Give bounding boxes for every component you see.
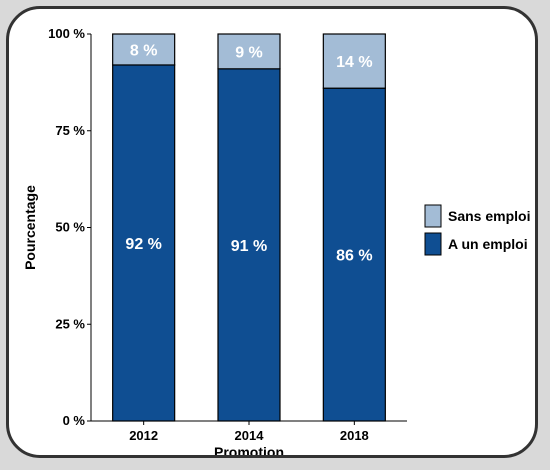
x-tick-label: 2012 bbox=[129, 428, 158, 443]
bar-segment-employed bbox=[322, 87, 386, 422]
bar-segment-unemployed bbox=[217, 33, 281, 70]
y-tick-label: 50 % bbox=[55, 220, 85, 235]
x-tick-label: 2014 bbox=[235, 428, 265, 443]
y-tick-label: 0 % bbox=[63, 413, 86, 428]
stacked-bar-chart: 92 % 8 % 91 % 9 % 86 % 14 % 0 % 25 % 50 % 75 % 10… bbox=[22, 26, 530, 458]
legend-label: Sans emploi bbox=[448, 208, 530, 224]
bar-segment-unemployed bbox=[112, 33, 176, 66]
legend-key bbox=[424, 232, 442, 256]
x-axis-title: Promotion bbox=[214, 444, 284, 458]
data-label: 14 % bbox=[336, 54, 372, 71]
plot-area: 92 % 8 % 91 % 9 % 86 % 14 % bbox=[112, 33, 386, 422]
x-tick-label: 2018 bbox=[340, 428, 369, 443]
legend: Sans emploi A un emploi bbox=[424, 204, 530, 256]
data-label: 92 % bbox=[125, 236, 161, 253]
y-tick-label: 75 % bbox=[55, 123, 85, 138]
bar-segment-unemployed bbox=[322, 33, 386, 89]
legend-label: A un emploi bbox=[448, 236, 528, 252]
y-tick-label: 100 % bbox=[48, 26, 85, 41]
data-label: 91 % bbox=[231, 238, 267, 255]
chart-frame: 92 % 8 % 91 % 9 % 86 % 14 % 0 % 25 % 50 % 75 % 10… bbox=[6, 6, 538, 458]
data-label: 8 % bbox=[130, 42, 158, 59]
legend-key bbox=[424, 204, 442, 228]
y-tick-label: 25 % bbox=[55, 316, 85, 331]
axes: 0 % 25 % 50 % 75 % 100 % 2012 2014 2018 bbox=[48, 26, 407, 443]
data-label: 9 % bbox=[235, 44, 263, 61]
y-axis-title: Pourcentage bbox=[22, 185, 38, 270]
bar-segment-employed bbox=[112, 64, 176, 422]
data-label: 86 % bbox=[336, 248, 372, 265]
